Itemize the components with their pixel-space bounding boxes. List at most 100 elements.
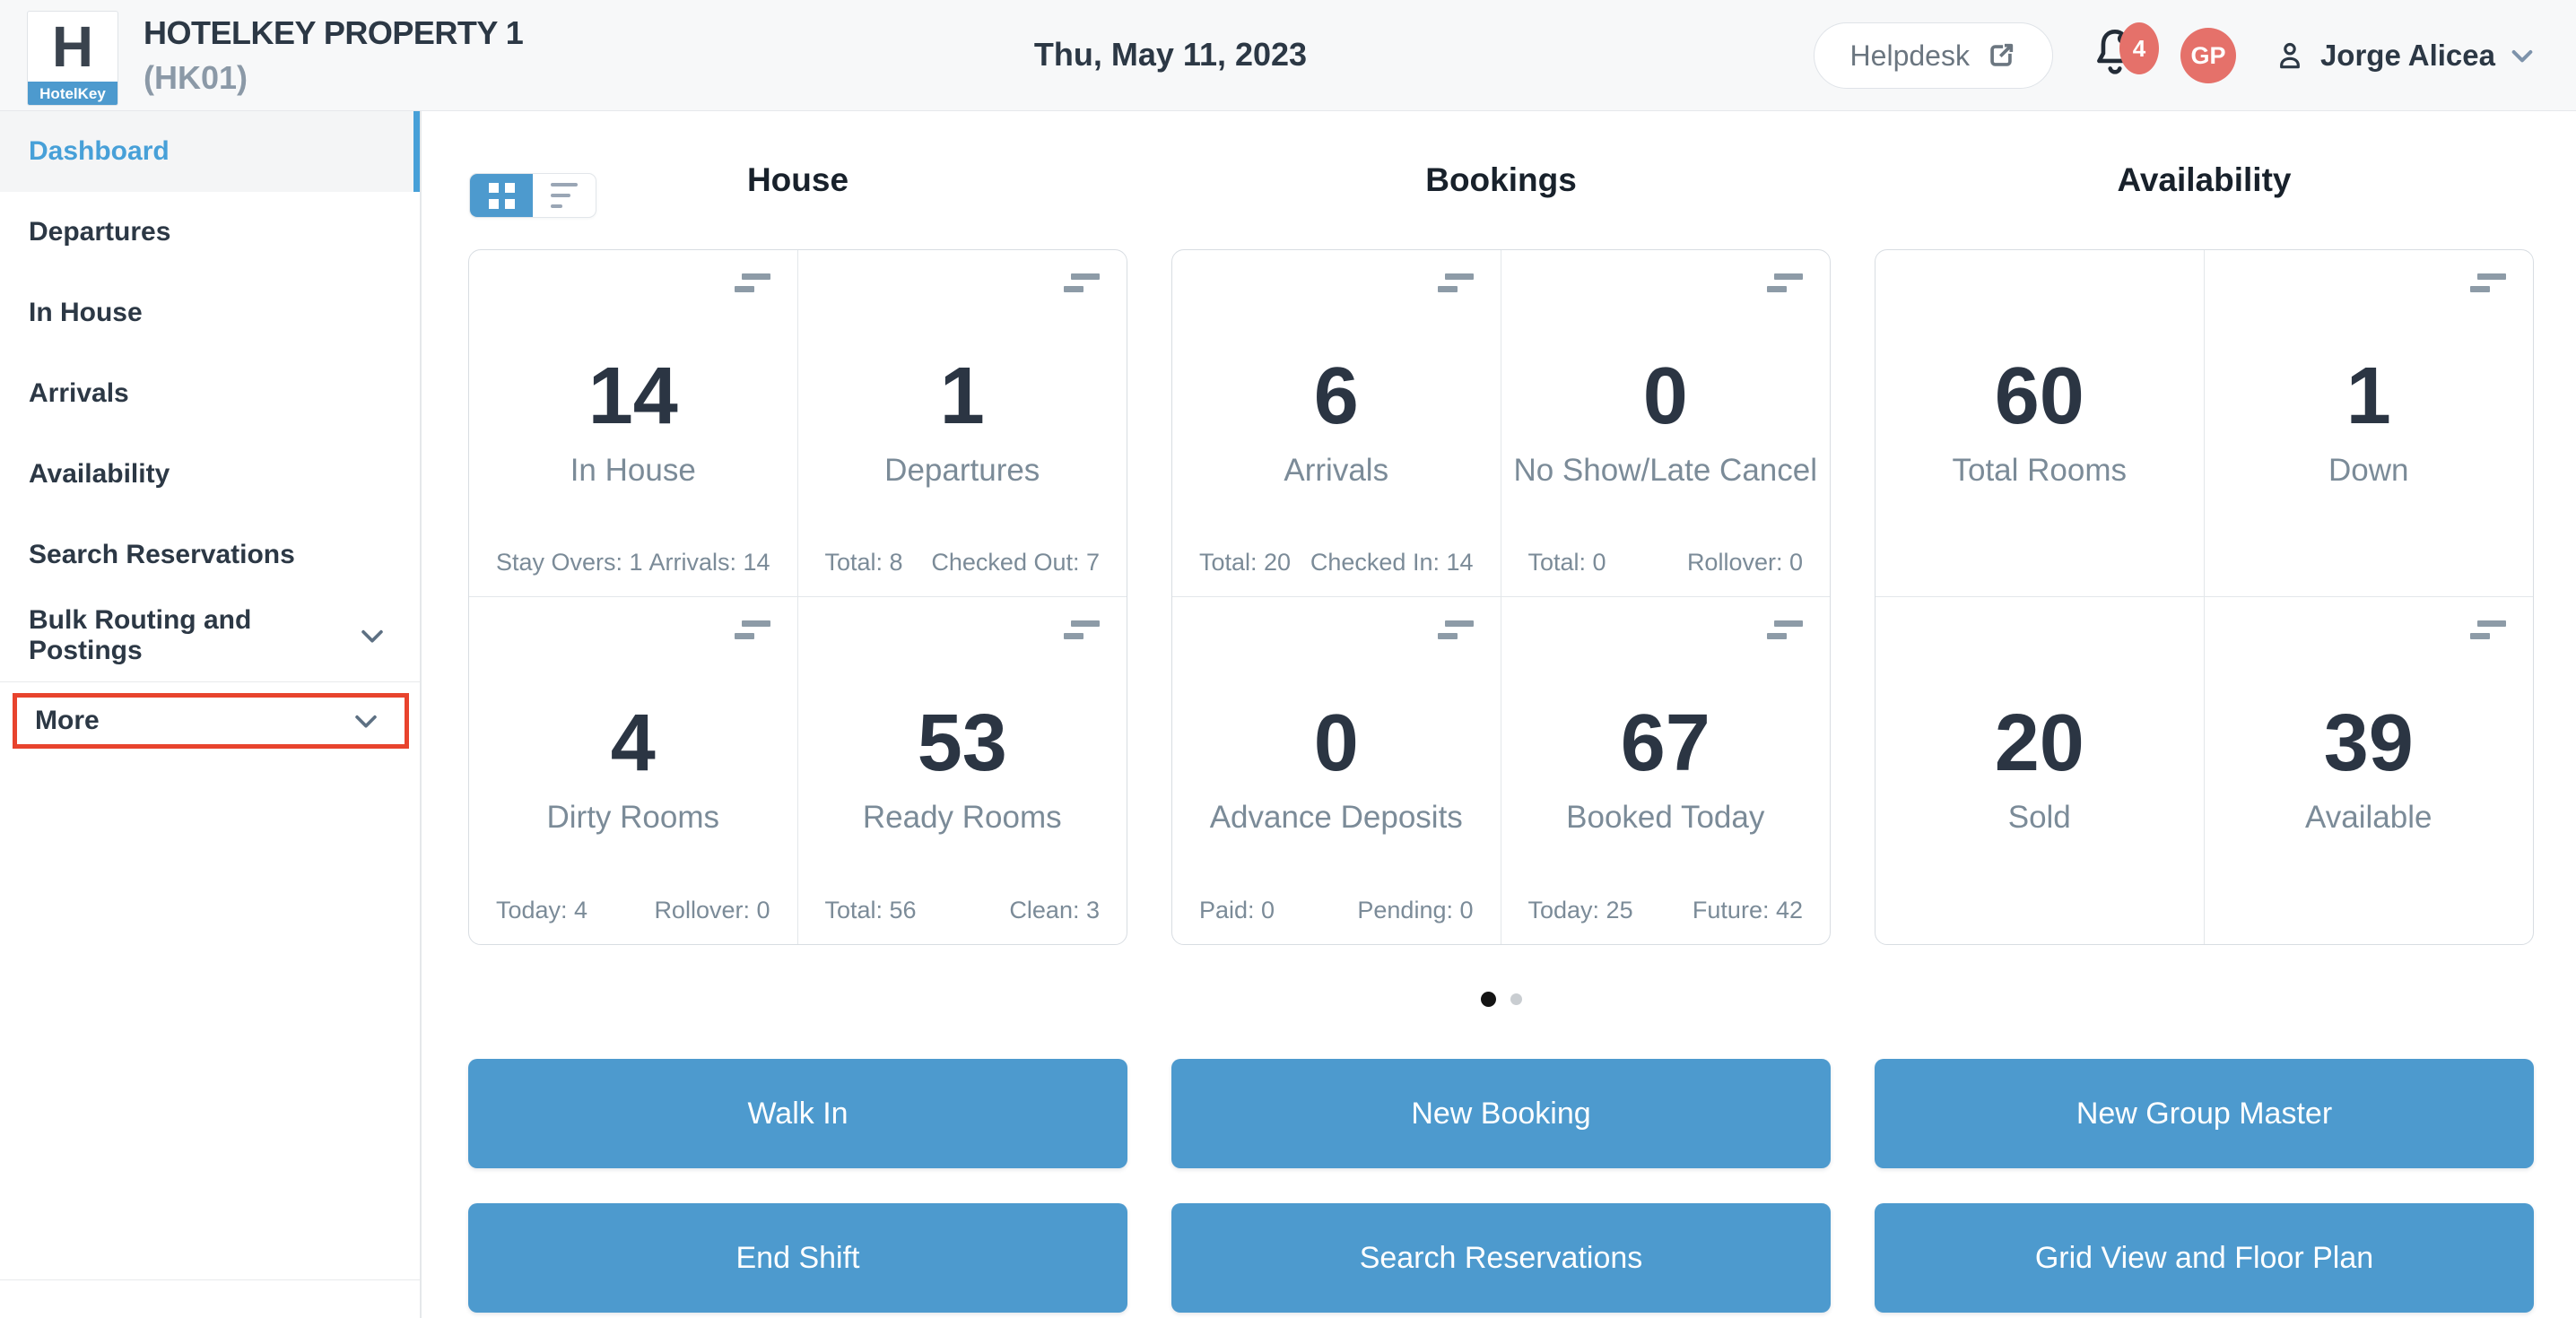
user-menu[interactable]: Jorge Alicea [2272,38,2537,74]
sidebar-item-label: In House [29,298,143,327]
sidebar-item-dashboard[interactable]: Dashboard [0,111,420,192]
stat-footer-right: Checked In: 14 [1310,549,1474,576]
property-title-block: HOTELKEY PROPERTY 1 (HK01) [144,14,524,97]
stat-footer-right: Rollover: 0 [654,897,770,923]
sidebar-item-label: Dashboard [29,136,170,166]
stat-footer-right: Pending: 0 [1357,897,1474,923]
sidebar-item-search-reservations[interactable]: Search Reservations [0,515,420,595]
stat-footer-left: Total: 8 [824,549,903,576]
stat-label: Departures [884,453,1040,488]
sidebar-divider [0,681,420,682]
stat-value: 1 [2345,351,2391,441]
sidebar-item-departures[interactable]: Departures [0,192,420,273]
card-menu-icon[interactable] [734,620,770,639]
stat-footer-right: Future: 42 [1692,897,1803,923]
header-actions: Helpdesk 4 GP [1813,0,2537,111]
stat-card-down: 1 Down [2204,250,2533,597]
sidebar-item-bulk-routing[interactable]: Bulk Routing and Postings [0,595,420,676]
stat-footer-right: Checked Out: 7 [931,549,1100,576]
sidebar-item-label: Bulk Routing and Postings [29,605,252,665]
person-icon [2272,38,2308,74]
card-menu-icon[interactable] [1064,273,1100,292]
sidebar-item-label: Availability [29,459,170,489]
stat-card-ready-rooms: 53 Ready Rooms Total: 56 Clean: 3 [798,597,1127,944]
card-menu-icon[interactable] [1767,273,1803,292]
section-bookings: Bookings 6 Arrivals Total: 20 Checked In… [1171,111,1831,1318]
card-menu-icon[interactable] [1767,620,1803,639]
notifications-bell[interactable]: 4 [2089,22,2159,87]
logo-brand-label: HotelKey [28,82,117,105]
sidebar-item-availability[interactable]: Availability [0,434,420,515]
helpdesk-button[interactable]: Helpdesk [1813,22,2053,89]
section-house: House 14 In House Stay Overs: 1 Arrivals… [468,111,1127,1318]
grid-view-floor-plan-button[interactable]: Grid View and Floor Plan [1875,1203,2534,1313]
stat-footer-left: Total: 20 [1199,549,1292,576]
stat-label: Total Rooms [1952,453,2128,488]
carousel-dot[interactable] [1510,993,1522,1005]
notification-count-badge: 4 [2119,22,2159,74]
sidebar-item-label: More [35,706,100,735]
card-menu-icon[interactable] [1437,620,1474,639]
stat-card-booked-today: 67 Booked Today Today: 25 Future: 42 [1501,597,1831,944]
hotelkey-logo: H HotelKey [27,11,118,106]
new-booking-button[interactable]: New Booking [1171,1059,1831,1168]
sidebar-item-label: Arrivals [29,378,129,408]
chevron-down-icon [2508,41,2537,70]
sidebar-bottom-divider [0,1279,420,1280]
stat-label: Booked Today [1566,800,1765,835]
stat-card-departures: 1 Departures Total: 8 Checked Out: 7 [797,250,1127,597]
app-header: H HotelKey HOTELKEY PROPERTY 1 (HK01) Th… [0,0,2576,111]
list-view-button[interactable] [533,174,596,217]
external-link-icon [1986,40,2016,71]
card-menu-icon[interactable] [2470,620,2506,639]
end-shift-button[interactable]: End Shift [468,1203,1127,1313]
sidebar-item-arrivals[interactable]: Arrivals [0,353,420,434]
stat-value: 60 [1994,351,2084,441]
stat-label: Down [2328,453,2409,488]
stat-label: Advance Deposits [1209,800,1463,835]
chevron-down-icon [357,620,387,651]
sidebar-item-label: Search Reservations [29,540,295,569]
stat-value: 1 [939,351,985,441]
list-view-icon [551,183,578,208]
stat-label: Sold [2007,800,2071,835]
card-menu-icon[interactable] [1437,273,1474,292]
sidebar: Dashboard Departures In House Arrivals A… [0,111,422,1318]
sidebar-item-in-house[interactable]: In House [0,273,420,353]
card-menu-icon[interactable] [2470,273,2506,292]
stat-value: 0 [1642,351,1688,441]
chevron-down-icon [351,706,381,736]
property-name: HOTELKEY PROPERTY 1 [144,14,524,51]
stat-card-no-show: 0 No Show/Late Cancel Total: 0 Rollover:… [1501,250,1830,597]
stat-value: 4 [610,698,656,788]
stat-label: Dirty Rooms [546,800,720,835]
section-title-house: House [746,161,849,198]
helpdesk-label: Helpdesk [1849,39,1970,72]
carousel-dot[interactable] [1480,992,1496,1007]
grid-view-button[interactable] [470,174,533,217]
section-availability: Availability 60 Total Rooms 1 Down 20 So… [1875,111,2534,1318]
stat-label: Arrivals [1284,453,1389,488]
walk-in-button[interactable]: Walk In [468,1059,1127,1168]
stat-card-available: 39 Available [2205,597,2534,944]
stat-card-in-house: 14 In House Stay Overs: 1 Arrivals: 14 [469,250,798,597]
search-reservations-button[interactable]: Search Reservations [1171,1203,1831,1313]
card-menu-icon[interactable] [1064,620,1100,639]
stat-card-dirty-rooms: 4 Dirty Rooms Today: 4 Rollover: 0 [469,597,798,944]
stat-footer-right: Arrivals: 14 [648,549,770,576]
stat-value: 53 [917,698,1007,788]
stat-footer-left: Today: 25 [1527,897,1633,923]
stat-card-arrivals: 6 Arrivals Total: 20 Checked In: 14 [1172,250,1501,597]
house-panel: 14 In House Stay Overs: 1 Arrivals: 14 1… [468,249,1127,945]
sidebar-item-more[interactable]: More [13,693,409,749]
stat-card-advance-deposits: 0 Advance Deposits Paid: 0 Pending: 0 [1172,597,1501,944]
avatar[interactable]: GP [2180,28,2236,83]
dashboard-main: House 14 In House Stay Overs: 1 Arrivals… [423,111,2576,1318]
view-toggle [469,173,596,218]
stat-footer-right: Clean: 3 [1009,897,1100,923]
stat-label: In House [570,453,696,488]
card-menu-icon[interactable] [734,273,770,292]
stat-footer-left: Paid: 0 [1199,897,1275,923]
new-group-master-button[interactable]: New Group Master [1875,1059,2534,1168]
property-code: (HK01) [144,59,248,96]
